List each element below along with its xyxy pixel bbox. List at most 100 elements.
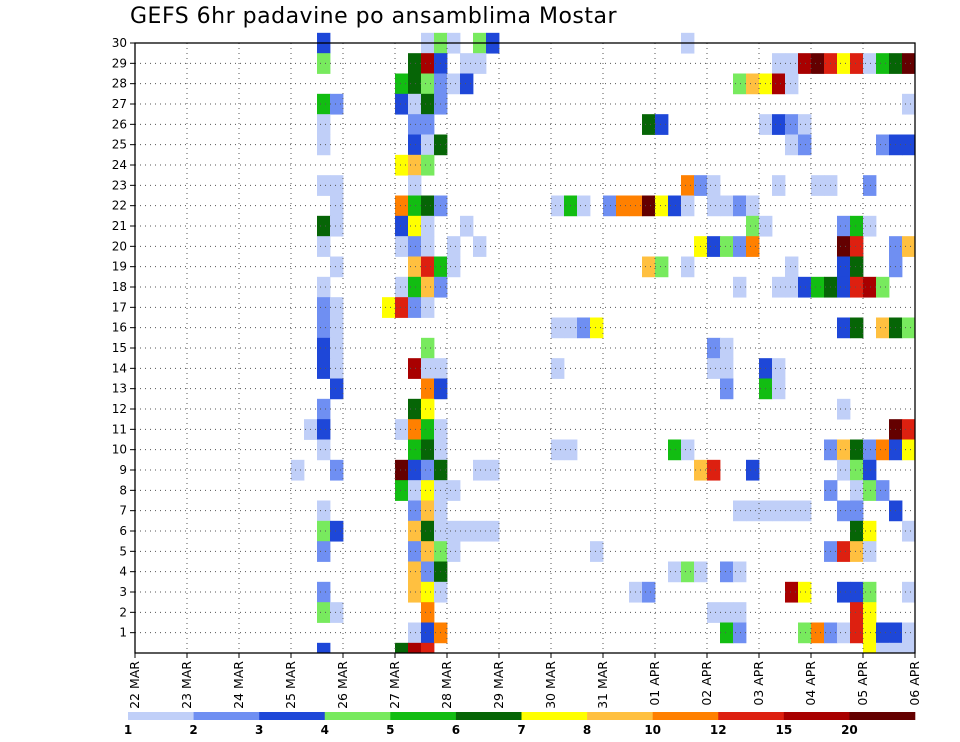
heatmap-cell [863, 541, 877, 562]
y-tick-label: 29 [112, 56, 127, 70]
heatmap-cell [798, 53, 812, 74]
y-tick-label: 5 [119, 544, 127, 558]
heatmap-cell [395, 480, 409, 501]
heatmap-cell [317, 541, 331, 562]
x-tick-label: 31 MAR [595, 661, 610, 709]
heatmap-cell [850, 520, 864, 542]
heatmap-cell [317, 276, 331, 298]
heatmap-cell [408, 195, 422, 217]
heatmap-cell [395, 459, 409, 481]
heatmap-cell [681, 439, 695, 461]
heatmap-cell [408, 256, 422, 278]
heatmap-cell [863, 480, 877, 501]
x-tick-label: 04 APR [803, 661, 818, 706]
heatmap-cell [317, 398, 331, 420]
heatmap-cell [317, 297, 331, 318]
heatmap-cell [733, 236, 747, 257]
heatmap-cell [876, 622, 890, 644]
heatmap-cell [330, 378, 344, 400]
heatmap-cell [850, 622, 864, 644]
heatmap-cell [902, 53, 916, 74]
heatmap-cell [837, 541, 851, 562]
heatmap-cell [551, 317, 565, 339]
heatmap-cell [850, 602, 864, 623]
colorbar-label: 3 [255, 723, 263, 737]
colorbar-segment [587, 712, 653, 720]
colorbar-label: 8 [583, 723, 591, 737]
heatmap-cell [421, 215, 435, 237]
heatmap-cell [447, 256, 461, 278]
heatmap-cell [876, 134, 890, 156]
x-tick-label: 27 MAR [387, 661, 402, 709]
heatmap-cell [863, 439, 877, 461]
heatmap-cell [408, 53, 422, 74]
heatmap-cell [733, 622, 747, 644]
heatmap-cell [902, 520, 916, 542]
heatmap-cell [785, 276, 799, 298]
heatmap-cell [655, 114, 669, 135]
heatmap-cell [746, 215, 760, 237]
heatmap-cell [876, 276, 890, 298]
heatmap-cell [460, 520, 474, 542]
heatmap-cell [798, 114, 812, 135]
heatmap-cell [746, 73, 760, 95]
heatmap-cell [421, 53, 435, 74]
heatmap-cell [811, 53, 825, 74]
heatmap-cell [486, 520, 500, 542]
heatmap-cell [811, 622, 825, 644]
heatmap-cell [421, 398, 435, 420]
heatmap-cell [395, 73, 409, 95]
heatmap-cell [642, 581, 656, 603]
heatmap-cell [746, 236, 760, 257]
x-tick-label: 05 APR [855, 661, 870, 706]
heatmap-cell [395, 215, 409, 237]
heatmap-cell [460, 53, 474, 74]
heatmap-cell [421, 256, 435, 278]
heatmap-cell [681, 256, 695, 278]
heatmap-cell [720, 195, 734, 217]
heatmap-cell [447, 480, 461, 501]
heatmap-cell [330, 317, 344, 339]
heatmap-cell [421, 134, 435, 156]
heatmap-cell [590, 541, 604, 562]
heatmap-cell [421, 439, 435, 461]
heatmap-cell [772, 500, 786, 522]
heatmap-cell [772, 276, 786, 298]
y-tick-label: 8 [119, 483, 127, 497]
heatmap-cell [850, 541, 864, 562]
heatmap-cell [733, 500, 747, 522]
y-tick-label: 12 [112, 402, 127, 416]
heatmap-cell [681, 175, 695, 196]
heatmap-cell [317, 337, 331, 359]
heatmap-cell [408, 480, 422, 501]
heatmap-cell [317, 439, 331, 461]
heatmap-cell [902, 419, 916, 440]
heatmap-cell [395, 419, 409, 440]
colorbar-label: 1 [124, 723, 132, 737]
heatmap-cell [837, 622, 851, 644]
y-tick-label: 27 [112, 97, 127, 111]
colorbar-label: 10 [644, 723, 661, 737]
heatmap-cell [408, 581, 422, 603]
heatmap-cell [720, 561, 734, 583]
heatmap-cell [317, 93, 331, 115]
heatmap-cell [876, 439, 890, 461]
heatmap-cell [460, 215, 474, 237]
heatmap-cell [317, 419, 331, 440]
heatmap-cell [746, 500, 760, 522]
heatmap-cell [317, 602, 331, 623]
heatmap-cell [642, 195, 656, 217]
heatmap-cell [876, 480, 890, 501]
y-tick-label: 10 [112, 443, 127, 457]
heatmap-cell [863, 276, 877, 298]
y-tick-label: 24 [112, 158, 127, 172]
heatmap-cell [772, 114, 786, 135]
x-tick-label: 02 APR [699, 661, 714, 706]
heatmap-cell [863, 215, 877, 237]
x-tick-label: 30 MAR [543, 661, 558, 709]
colorbar-label: 6 [452, 723, 460, 737]
heatmap-cell [421, 541, 435, 562]
y-tick-label: 18 [112, 280, 127, 294]
heatmap-cell [772, 378, 786, 400]
heatmap-cell [421, 93, 435, 115]
